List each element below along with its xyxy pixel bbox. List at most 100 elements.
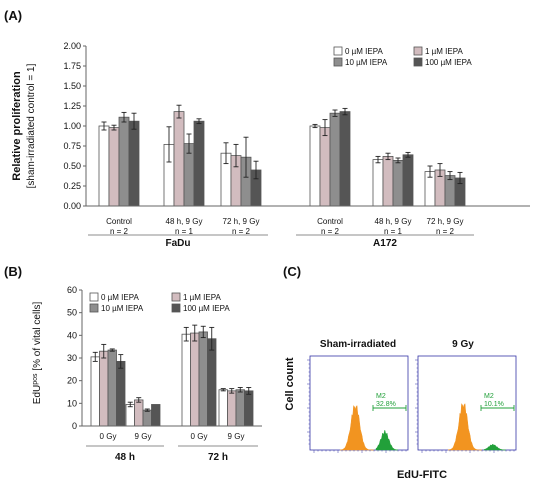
legend-swatch: [171, 303, 181, 313]
chart-a: Relative proliferation [sham-irradiated …: [11, 41, 530, 249]
y-tick-label: 40: [67, 330, 77, 340]
y-tick-label: 0.25: [63, 181, 81, 191]
cytometry-xlabel: EdU-FITC: [397, 469, 447, 481]
bar: [134, 399, 144, 427]
chart-b-ylabel: EdUpos [% of vital cells]: [32, 302, 44, 405]
bar: [218, 389, 228, 427]
legend-swatch: [89, 303, 99, 313]
chart-a-ylabel: Relative proliferation: [11, 71, 23, 181]
category-label: 48 h, 9 Gy: [166, 217, 203, 226]
y-tick-label: 60: [67, 285, 77, 295]
bar: [118, 116, 130, 207]
category-n-label: n = 2: [436, 227, 455, 236]
y-tick-label: 1.25: [63, 101, 81, 111]
chart-b-legend: 0 µM IEPA 1 µM IEPA 10 µM IEPA 100 µM IEPA: [89, 292, 230, 313]
group-label: 48 h: [115, 452, 135, 463]
gate-percent: 10.1%: [484, 401, 504, 408]
y-tick-label: 30: [67, 353, 77, 363]
bar: [444, 175, 456, 207]
y-tick-label: 50: [67, 308, 77, 318]
bar: [99, 350, 109, 427]
cytometry-title-9gy: 9 Gy: [452, 339, 474, 350]
bar: [319, 127, 331, 207]
bar: [108, 127, 120, 207]
histogram-edu-positive: [375, 429, 399, 451]
bar: [142, 409, 152, 427]
chart-a-legend: 0 µM IEPA 1 µM IEPA 10 µM IEPA 100 µM IEPA: [333, 46, 472, 67]
y-tick-label: 1.75: [63, 61, 81, 71]
legend-swatch: [333, 57, 343, 67]
category-label: 0 Gy: [100, 432, 117, 441]
legend-label: 100 µM IEPA: [183, 304, 230, 313]
bar: [207, 338, 217, 427]
y-tick-label: 0.50: [63, 161, 81, 171]
bar: [382, 155, 394, 207]
cytometry-panel: Cell count EdU-FITC Sham-irradiated 9 Gy…: [284, 339, 517, 481]
bar: [235, 389, 245, 427]
bar: [98, 125, 110, 207]
bar: [309, 125, 321, 207]
bar: [181, 333, 191, 427]
chart-a-ylabel2: [sham-irradiated control = 1]: [26, 63, 37, 188]
histogram-population: [339, 404, 374, 451]
legend-label: 1 µM IEPA: [183, 293, 221, 302]
bar: [244, 390, 254, 427]
category-n-label: n = 1: [175, 227, 194, 236]
bar: [90, 356, 100, 427]
legend-swatch: [413, 46, 423, 56]
bar: [107, 349, 117, 427]
histogram-edu-positive: [483, 443, 506, 451]
legend-label: 10 µM IEPA: [345, 58, 388, 67]
bar: [339, 111, 351, 207]
category-label: 9 Gy: [135, 432, 152, 441]
gate-label: M2: [484, 393, 494, 400]
y-tick-label: 2.00: [63, 41, 81, 51]
bar: [125, 404, 135, 427]
bar: [329, 112, 341, 207]
category-label: 0 Gy: [191, 432, 208, 441]
legend-label: 0 µM IEPA: [101, 293, 139, 302]
bar: [151, 404, 161, 427]
legend-label: 100 µM IEPA: [425, 58, 472, 67]
legend-swatch: [413, 57, 423, 67]
bar: [193, 120, 205, 207]
bar: [392, 159, 404, 207]
category-n-label: n = 2: [232, 227, 251, 236]
y-tick-label: 1.00: [63, 121, 81, 131]
bar: [116, 360, 126, 427]
y-tick-label: 1.50: [63, 81, 81, 91]
gate-label: M2: [376, 393, 386, 400]
bar: [173, 111, 185, 207]
chart-b-ylabel-rest: [% of vital cells]: [32, 302, 43, 374]
legend-swatch: [89, 292, 99, 302]
legend-swatch: [171, 292, 181, 302]
bar: [227, 390, 237, 427]
legend-swatch: [333, 46, 343, 56]
category-n-label: n = 2: [321, 227, 340, 236]
cytometry-title-sham: Sham-irradiated: [320, 339, 396, 350]
legend-label: 10 µM IEPA: [101, 304, 144, 313]
cytometry-ylabel: Cell count: [284, 357, 296, 411]
y-tick-label: 10: [67, 398, 77, 408]
category-label: Control: [317, 217, 343, 226]
bar: [128, 120, 140, 207]
y-tick-label: 0: [72, 421, 77, 431]
chart-b: EdUpos [% of vital cells] 0102030405060 …: [32, 285, 262, 463]
y-tick-label: 20: [67, 376, 77, 386]
panel-label-a: (A): [4, 8, 22, 23]
bar: [402, 154, 414, 207]
category-n-label: n = 2: [110, 227, 129, 236]
category-label: 9 Gy: [228, 432, 245, 441]
category-label: 72 h, 9 Gy: [223, 217, 260, 226]
category-n-label: n = 1: [384, 227, 403, 236]
group-label: 72 h: [208, 452, 228, 463]
bar: [372, 159, 384, 207]
category-label: Control: [106, 217, 132, 226]
bar: [190, 332, 200, 427]
chart-b-ylabel-main: EdU: [32, 385, 43, 404]
panel-label-c: (C): [283, 264, 301, 279]
chart-b-ylabel-sup: pos: [32, 373, 39, 385]
